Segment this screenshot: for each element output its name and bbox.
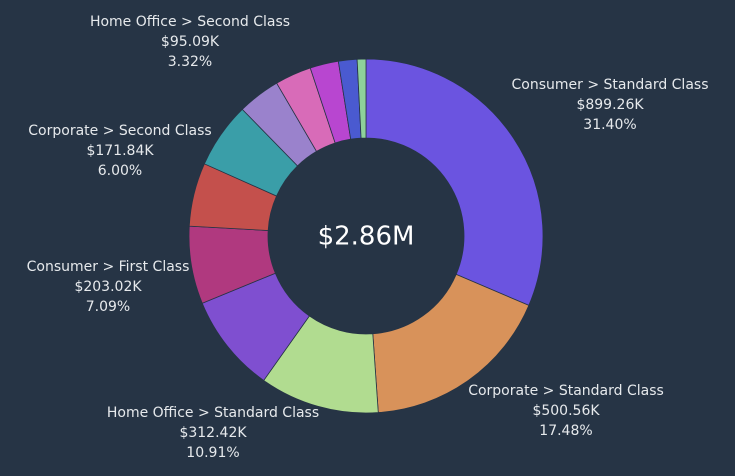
value-label: $312.42K xyxy=(179,425,247,441)
value-label: $171.84K xyxy=(86,143,154,159)
center-total: $2.86M xyxy=(318,222,415,252)
percent-label: 3.32% xyxy=(168,54,212,70)
percent-label: 10.91% xyxy=(186,445,239,461)
slice-label: Home Office > Second Class xyxy=(90,14,290,30)
percent-label: 7.09% xyxy=(86,299,130,315)
slice-label: Corporate > Second Class xyxy=(28,123,211,139)
slice-label: Corporate > Standard Class xyxy=(468,383,664,399)
slice-label: Consumer > First Class xyxy=(27,259,190,275)
slice-label: Consumer > Standard Class xyxy=(512,77,709,93)
value-label: $500.56K xyxy=(532,403,600,419)
slice xyxy=(365,58,544,306)
percent-label: 31.40% xyxy=(583,117,636,133)
value-label: $95.09K xyxy=(161,34,220,50)
percent-label: 17.48% xyxy=(539,423,592,439)
slice-label: Home Office > Standard Class xyxy=(107,405,319,421)
value-label: $899.26K xyxy=(576,97,644,113)
slice xyxy=(356,58,367,139)
percent-label: 6.00% xyxy=(98,163,142,179)
value-label: $203.02K xyxy=(74,279,142,295)
